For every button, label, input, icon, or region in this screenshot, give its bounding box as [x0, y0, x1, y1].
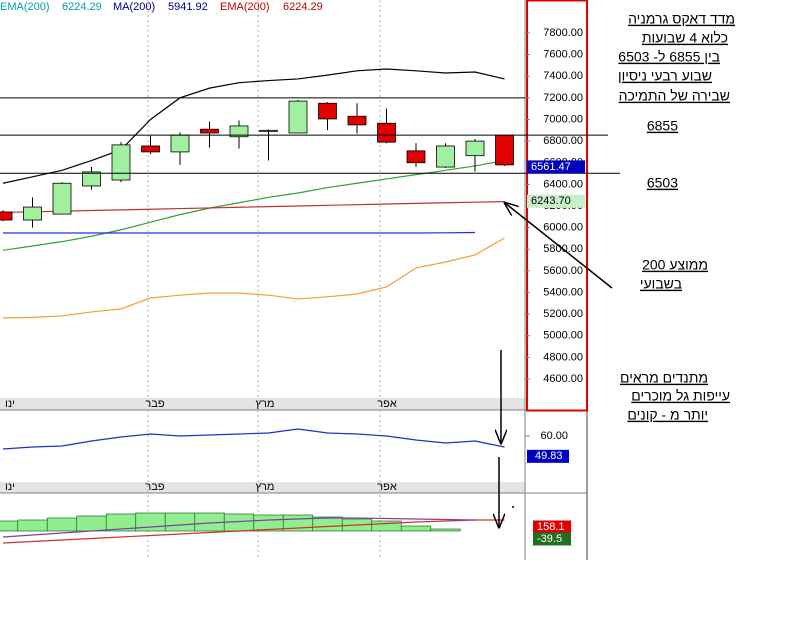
candle-body	[436, 145, 455, 168]
histogram-bar	[430, 528, 461, 532]
histogram-line	[2, 517, 476, 538]
y-tick-label: 7600.00	[543, 49, 583, 61]
x-tick-label: ינו	[5, 398, 15, 410]
price-tag	[527, 160, 585, 174]
annotation: ממוצע 200	[642, 257, 708, 273]
overlay-line	[2, 159, 505, 251]
overlay-line	[2, 237, 505, 319]
histogram-bar	[400, 525, 432, 532]
price-tag	[533, 520, 571, 534]
candle-body	[82, 171, 101, 187]
x-tick-label: אפר	[377, 481, 397, 493]
y-tick-label: 5600.00	[543, 265, 583, 277]
x-tick-label: פבר	[145, 481, 164, 493]
candle-body	[111, 144, 131, 181]
annotation: כלוא 4 שבועות	[642, 30, 728, 46]
price-tag-label: 6561.47	[531, 161, 571, 173]
y-tick-label: 60.00	[540, 430, 568, 442]
indicator-name: MA(200)	[113, 1, 155, 13]
indicator-value: 5941.92	[168, 1, 208, 13]
annotation: שבירה של התמיכה	[619, 88, 730, 104]
histogram-bar	[76, 515, 107, 532]
price-tag-label: 6243.70	[531, 195, 571, 207]
candle-body	[200, 128, 219, 134]
x-tick-label: פבר	[145, 398, 164, 410]
y-tick-label: 5800.00	[543, 243, 583, 255]
candle-body	[377, 122, 396, 143]
y-tick-label: 7400.00	[543, 70, 583, 82]
y-tick-label: 7200.00	[543, 92, 583, 104]
annotation: 6855	[647, 118, 678, 134]
date-strip	[0, 482, 525, 493]
candle-body	[259, 129, 278, 132]
annotation: שבוע רבעי ניסיון	[618, 68, 712, 84]
y-tick-label: 7000.00	[543, 113, 583, 125]
x-tick-label: מרץ	[256, 481, 275, 493]
candle-body	[318, 102, 337, 120]
annotation: מתנדים מראים	[620, 370, 708, 386]
price-tag	[527, 449, 569, 463]
x-tick-label: ינו	[5, 481, 15, 493]
indicator-value: 6224.29	[62, 1, 102, 13]
y-tick-label: 5000.00	[543, 330, 583, 342]
annotation: מדד דאקס גרמניה	[628, 11, 735, 27]
histogram-line	[2, 519, 505, 544]
x-tick-label: מרץ	[256, 398, 275, 410]
annotation: 6503	[647, 175, 678, 191]
oscillator-line	[2, 428, 505, 450]
histogram-bar	[312, 516, 343, 532]
date-strip	[0, 398, 525, 410]
annotation: יותר מ - קונים	[627, 407, 708, 423]
x-tick-label: אפר	[377, 398, 397, 410]
price-tag-label: 158.1	[537, 521, 565, 533]
price-tag	[527, 194, 585, 208]
y-tick-label: 5400.00	[543, 286, 583, 298]
annotation: בשבועי	[640, 276, 682, 292]
y-tick-label: 6400.00	[543, 178, 583, 190]
price-tag-label: 49.83	[535, 450, 563, 462]
indicator-value: 6224.29	[283, 1, 323, 13]
overlay-line	[2, 68, 505, 184]
arrow	[505, 203, 613, 289]
candle-body	[347, 115, 367, 126]
annotation: עייפות גל מוכרים	[631, 388, 730, 404]
price-tag-label: -39.5	[537, 533, 562, 545]
candle-body	[406, 150, 426, 164]
y-tick-label: 7800.00	[543, 27, 583, 39]
candle-body	[0, 211, 13, 221]
price-tag	[533, 532, 571, 546]
overlay-line	[3, 231, 476, 234]
candle-body	[229, 125, 249, 138]
dot	[512, 506, 514, 508]
candle-body	[288, 100, 308, 134]
y-tick-label: 6800.00	[543, 135, 583, 147]
histogram-bar	[46, 517, 78, 532]
overlay-line	[2, 201, 505, 214]
histogram-bar	[0, 520, 19, 532]
candle-body	[52, 182, 72, 215]
y-tick-label: 4600.00	[543, 373, 583, 385]
y-tick-label: 6000.00	[543, 222, 583, 234]
candle-body	[170, 134, 190, 153]
indicator-name: EMA(200)	[0, 1, 50, 13]
candle-body	[465, 140, 485, 157]
y-tick-label: 5200.00	[543, 308, 583, 320]
candle-body	[23, 206, 42, 221]
annotation: בין 6855 ל- 6503	[618, 49, 720, 65]
candle-body	[495, 134, 514, 166]
y-tick-label: 4800.00	[543, 351, 583, 363]
histogram-bar	[17, 519, 48, 532]
indicator-name: EMA(200)	[220, 1, 270, 13]
histogram-bar	[164, 512, 196, 532]
candle-body	[141, 145, 160, 153]
